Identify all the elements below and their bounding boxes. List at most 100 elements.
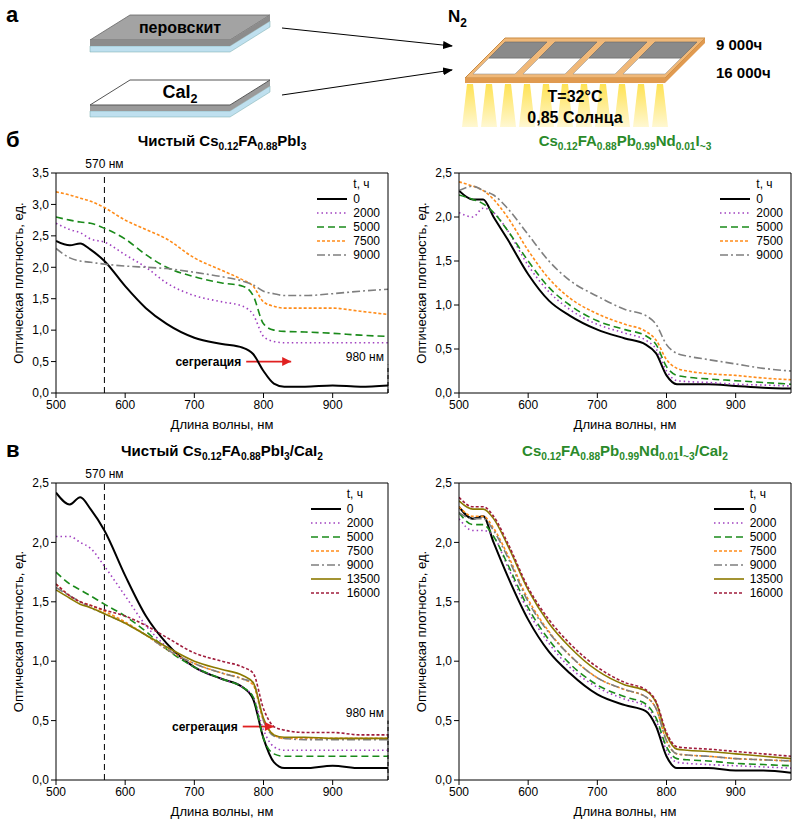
- svg-text:Длина волны, нм: Длина волны, нм: [574, 417, 677, 432]
- svg-text:1,0: 1,0: [32, 323, 49, 337]
- svg-text:Длина волны, нм: Длина волны, нм: [171, 804, 274, 819]
- svg-text:2,5: 2,5: [435, 476, 452, 490]
- svg-text:2,5: 2,5: [435, 166, 452, 180]
- html-text:5000: 5000: [756, 220, 783, 234]
- svg-text:0,5: 0,5: [435, 342, 452, 356]
- html-text:2000: 2000: [749, 516, 777, 530]
- svg-text:1,0: 1,0: [435, 298, 452, 312]
- svg-text:0,0: 0,0: [32, 386, 49, 400]
- svg-text:1,0: 1,0: [32, 654, 49, 668]
- html-text:t, ч: t, ч: [749, 487, 766, 501]
- svg-text:570 нм: 570 нм: [85, 467, 123, 481]
- svg-text:700: 700: [184, 785, 204, 799]
- svg-text:16 000ч: 16 000ч: [716, 64, 771, 81]
- html-text:Чистый Cs0.12FA0.88PbI3: Чистый Cs0.12FA0.88PbI3: [137, 132, 307, 152]
- svg-text:600: 600: [518, 398, 538, 412]
- html-text:16000: 16000: [749, 586, 783, 600]
- svg-text:1,5: 1,5: [435, 254, 452, 268]
- svg-text:980 нм: 980 нм: [346, 350, 384, 364]
- html-text:2000: 2000: [353, 206, 380, 220]
- svg-text:800: 800: [656, 398, 676, 412]
- html-text:5000: 5000: [353, 220, 380, 234]
- html-text:t, ч: t, ч: [756, 177, 773, 191]
- svg-text:0,0: 0,0: [435, 386, 452, 400]
- svg-text:2,5: 2,5: [32, 476, 49, 490]
- svg-text:500: 500: [46, 785, 66, 799]
- svg-text:800: 800: [253, 398, 273, 412]
- svg-text:2,0: 2,0: [32, 261, 49, 275]
- html-text:0: 0: [749, 502, 757, 516]
- svg-text:600: 600: [115, 785, 135, 799]
- svg-text:600: 600: [115, 398, 135, 412]
- html-text:9000: 9000: [756, 248, 783, 262]
- svg-text:0,0: 0,0: [435, 773, 452, 787]
- svg-text:9 000ч: 9 000ч: [716, 36, 762, 53]
- html-text:7500: 7500: [756, 234, 783, 248]
- svg-text:700: 700: [184, 398, 204, 412]
- svg-text:900: 900: [726, 398, 746, 412]
- svg-text:0,5: 0,5: [435, 714, 452, 728]
- svg-text:Оптическая плотность, ед.: Оптическая плотность, ед.: [11, 551, 26, 712]
- svg-text:Оптическая плотность, ед.: Оптическая плотность, ед.: [414, 551, 429, 712]
- svg-text:2,0: 2,0: [32, 536, 49, 550]
- html-text:2000: 2000: [756, 206, 783, 220]
- svg-text:3,5: 3,5: [32, 166, 49, 180]
- svg-text:500: 500: [46, 398, 66, 412]
- svg-text:1,0: 1,0: [435, 654, 452, 668]
- svg-text:900: 900: [323, 785, 343, 799]
- svg-text:а: а: [6, 2, 19, 27]
- html-text:16000: 16000: [346, 586, 380, 600]
- html-text:в: в: [6, 437, 20, 462]
- html-text:9000: 9000: [346, 558, 374, 572]
- html-text:9000: 9000: [353, 248, 380, 262]
- svg-text:2,5: 2,5: [32, 229, 49, 243]
- svg-text:сегрегация: сегрегация: [172, 720, 238, 734]
- html-text:7500: 7500: [346, 544, 374, 558]
- svg-text:0,0: 0,0: [32, 773, 49, 787]
- html-text:0: 0: [346, 502, 354, 516]
- html-text:t, ч: t, ч: [346, 487, 363, 501]
- svg-text:0,5: 0,5: [32, 714, 49, 728]
- svg-text:600: 600: [518, 785, 538, 799]
- html-text:Cs0.12FA0.88Pb0.99Nd0.01I~3/Ca: Cs0.12FA0.88Pb0.99Nd0.01I~3/CaI2: [522, 442, 728, 462]
- svg-text:N2: N2: [448, 7, 467, 30]
- svg-text:3,0: 3,0: [32, 198, 49, 212]
- html-text:t, ч: t, ч: [353, 177, 370, 191]
- html-text:9000: 9000: [749, 558, 777, 572]
- html-text:13500: 13500: [749, 572, 783, 586]
- svg-text:Длина волны, нм: Длина волны, нм: [574, 804, 677, 819]
- svg-text:500: 500: [449, 785, 469, 799]
- svg-text:Оптическая плотность, ед.: Оптическая плотность, ед.: [414, 202, 429, 363]
- svg-text:T=32°C: T=32°C: [548, 88, 603, 105]
- svg-text:0,85 Солнца: 0,85 Солнца: [527, 109, 622, 126]
- svg-text:0,5: 0,5: [32, 355, 49, 369]
- svg-text:570 нм: 570 нм: [85, 157, 123, 171]
- svg-text:700: 700: [587, 398, 607, 412]
- html-text:б: б: [6, 127, 20, 152]
- svg-text:980 нм: 980 нм: [346, 706, 384, 720]
- html-text:Чистый Cs0.12FA0.88PbI3/CaI2: Чистый Cs0.12FA0.88PbI3/CaI2: [121, 442, 323, 462]
- svg-text:900: 900: [323, 398, 343, 412]
- svg-text:2,0: 2,0: [435, 210, 452, 224]
- svg-text:CaI2: CaI2: [162, 82, 197, 106]
- html-text:2000: 2000: [346, 516, 374, 530]
- html-text:7500: 7500: [353, 234, 380, 248]
- svg-text:1,5: 1,5: [32, 595, 49, 609]
- svg-text:Длина волны, нм: Длина волны, нм: [171, 417, 274, 432]
- svg-text:800: 800: [656, 785, 676, 799]
- html-text:7500: 7500: [749, 544, 777, 558]
- svg-text:900: 900: [726, 785, 746, 799]
- html-text:5000: 5000: [749, 530, 777, 544]
- html-text:Cs0.12FA0.88Pb0.99Nd0.01I~3: Cs0.12FA0.88Pb0.99Nd0.01I~3: [538, 132, 712, 152]
- svg-text:700: 700: [587, 785, 607, 799]
- svg-text:сегрегация: сегрегация: [175, 355, 241, 369]
- html-text:5000: 5000: [346, 530, 374, 544]
- svg-text:2,0: 2,0: [435, 536, 452, 550]
- svg-text:1,5: 1,5: [32, 292, 49, 306]
- svg-text:1,5: 1,5: [435, 595, 452, 609]
- svg-text:Оптическая плотность, ед.: Оптическая плотность, ед.: [11, 202, 26, 363]
- html-text:13500: 13500: [346, 572, 380, 586]
- svg-text:500: 500: [449, 398, 469, 412]
- svg-text:800: 800: [253, 785, 273, 799]
- svg-text:перовскит: перовскит: [139, 19, 221, 36]
